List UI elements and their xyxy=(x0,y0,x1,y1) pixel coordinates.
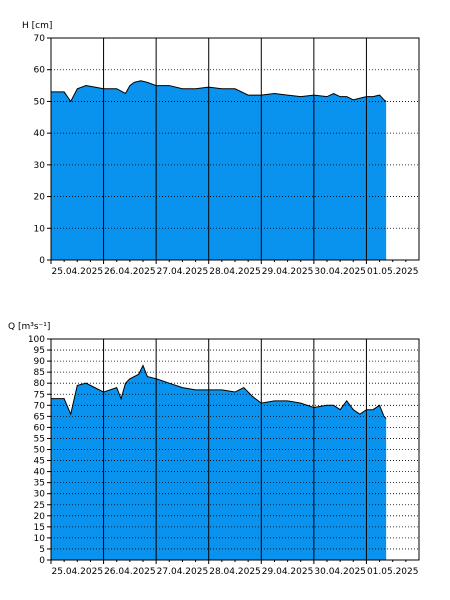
y-tick-label: 65 xyxy=(34,412,45,422)
y-tick-label: 35 xyxy=(34,479,45,489)
x-tick-label: 30.04.2025 xyxy=(314,267,366,277)
y-tick-label: 50 xyxy=(34,97,46,107)
y-tick-label: 70 xyxy=(34,34,46,44)
x-tick-label: 01.05.2025 xyxy=(367,567,419,577)
y-tick-label: 10 xyxy=(34,224,46,234)
y-tick-label: 60 xyxy=(34,66,46,76)
x-tick-label: 29.04.2025 xyxy=(262,267,314,277)
y-tick-label: 0 xyxy=(39,256,45,266)
y-tick-label: 30 xyxy=(34,490,46,500)
water-level-chart: H [cm] 0 10 20 30 40 50 60 70 25.04.2025 26.04.20… xyxy=(22,21,420,277)
y-tick-label: 0 xyxy=(39,556,45,566)
y-tick-label: 50 xyxy=(34,446,46,456)
x-tick-label: 28.04.2025 xyxy=(209,267,261,277)
series-area xyxy=(51,80,387,260)
plot-frame xyxy=(50,37,420,261)
y-tick-label: 40 xyxy=(34,468,46,478)
y-tick-label: 15 xyxy=(34,523,45,533)
x-tick-label: 27.04.2025 xyxy=(157,267,209,277)
x-tick-label: 26.04.2025 xyxy=(104,267,156,277)
x-tick-label: 25.04.2025 xyxy=(52,267,104,277)
y-tick-label: 90 xyxy=(34,357,46,367)
x-tick-label: 30.04.2025 xyxy=(314,567,366,577)
y-tick-label: 95 xyxy=(34,346,45,356)
x-tick-label: 26.04.2025 xyxy=(104,567,156,577)
y-tick-label: 30 xyxy=(34,161,46,171)
y-tick-label: 20 xyxy=(34,193,46,203)
x-tick-label: 25.04.2025 xyxy=(52,567,104,577)
y-tick-label: 75 xyxy=(34,390,45,400)
y-tick-label: 40 xyxy=(34,129,46,139)
plot-frame xyxy=(50,338,420,561)
y-tick-label: 60 xyxy=(34,423,46,433)
discharge-y-axis-label: Q [m³s⁻¹] xyxy=(8,322,50,332)
y-tick-label: 70 xyxy=(34,401,46,411)
y-tick-label: 55 xyxy=(34,434,45,444)
y-tick-label: 5 xyxy=(39,545,45,555)
y-tick-label: 10 xyxy=(34,534,46,544)
y-tick-label: 100 xyxy=(28,335,45,345)
y-tick-label: 85 xyxy=(34,368,45,378)
y-tick-label: 45 xyxy=(34,457,45,467)
x-tick-label: 28.04.2025 xyxy=(209,567,261,577)
x-tick-label: 01.05.2025 xyxy=(367,267,419,277)
water-level-y-axis-label: H [cm] xyxy=(22,21,52,31)
y-tick-label: 20 xyxy=(34,512,46,522)
x-tick-label: 27.04.2025 xyxy=(157,567,209,577)
series-line xyxy=(51,364,387,419)
series-area xyxy=(51,365,387,560)
y-tick-label: 25 xyxy=(34,501,45,511)
x-tick-label: 29.04.2025 xyxy=(262,567,314,577)
y-tick-label: 80 xyxy=(34,379,46,389)
